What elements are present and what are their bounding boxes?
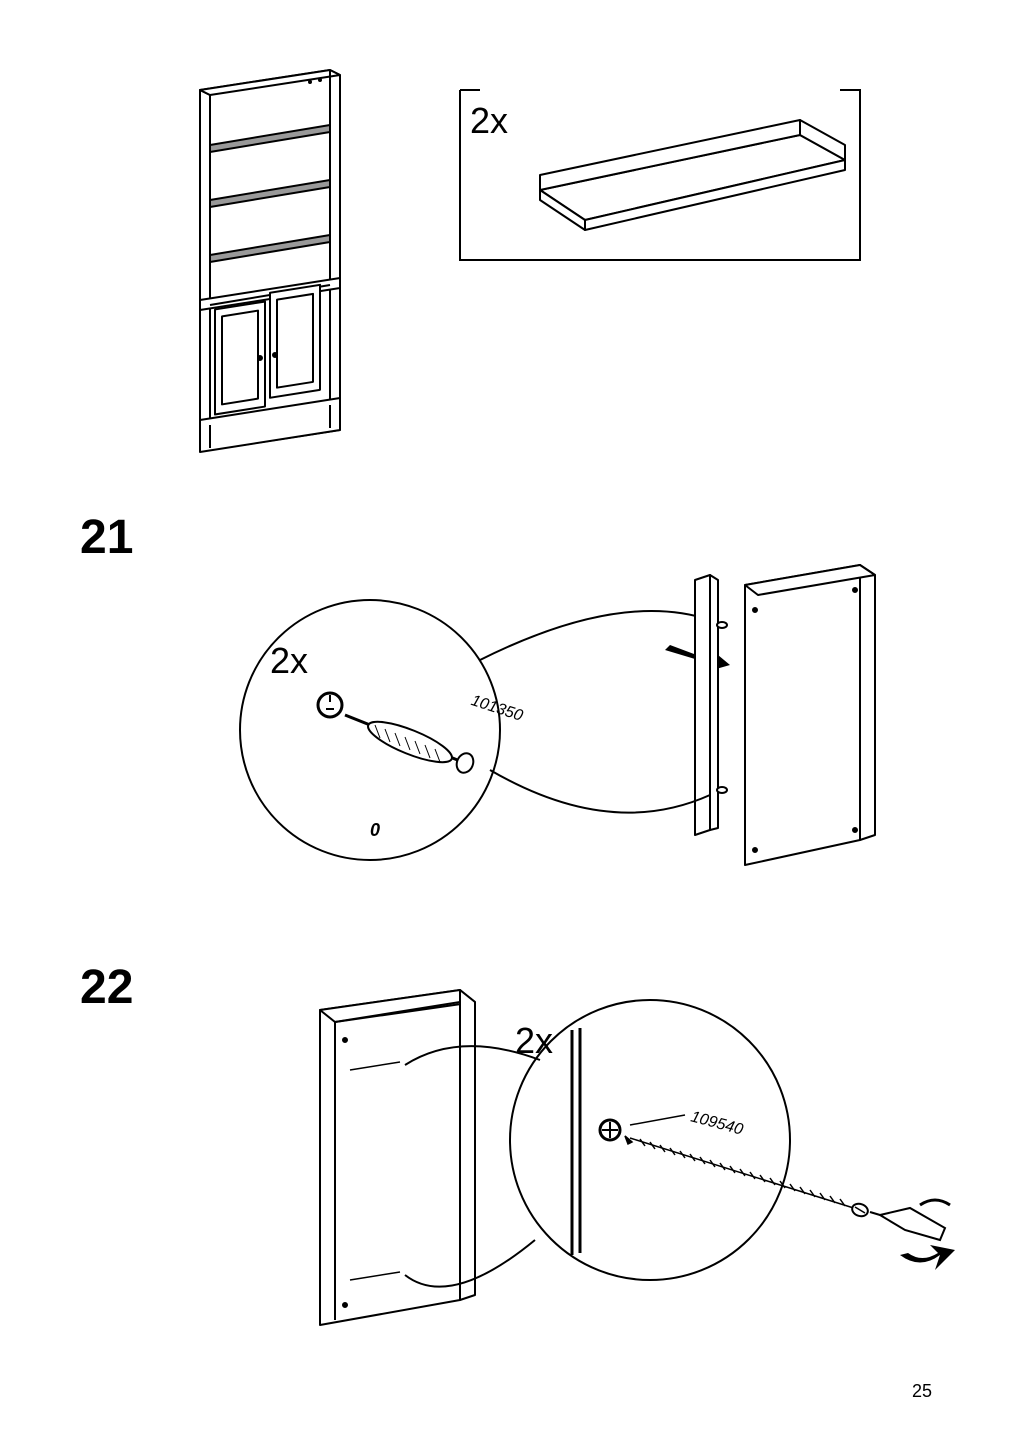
- step-22: 22: [80, 960, 932, 1400]
- intro-row: 2x: [80, 60, 932, 460]
- shelf-qty-label: 2x: [470, 100, 508, 142]
- bookshelf-illustration: [180, 60, 400, 460]
- step-21: 21: [80, 510, 932, 930]
- shelf-part-box: 2x: [450, 60, 870, 460]
- step-21-mark: 0: [370, 820, 380, 841]
- step-21-qty: 2x: [270, 640, 308, 682]
- instruction-page: 2x 21: [0, 0, 1012, 1432]
- page-number: 25: [912, 1381, 932, 1402]
- step-22-qty: 2x: [515, 1020, 553, 1062]
